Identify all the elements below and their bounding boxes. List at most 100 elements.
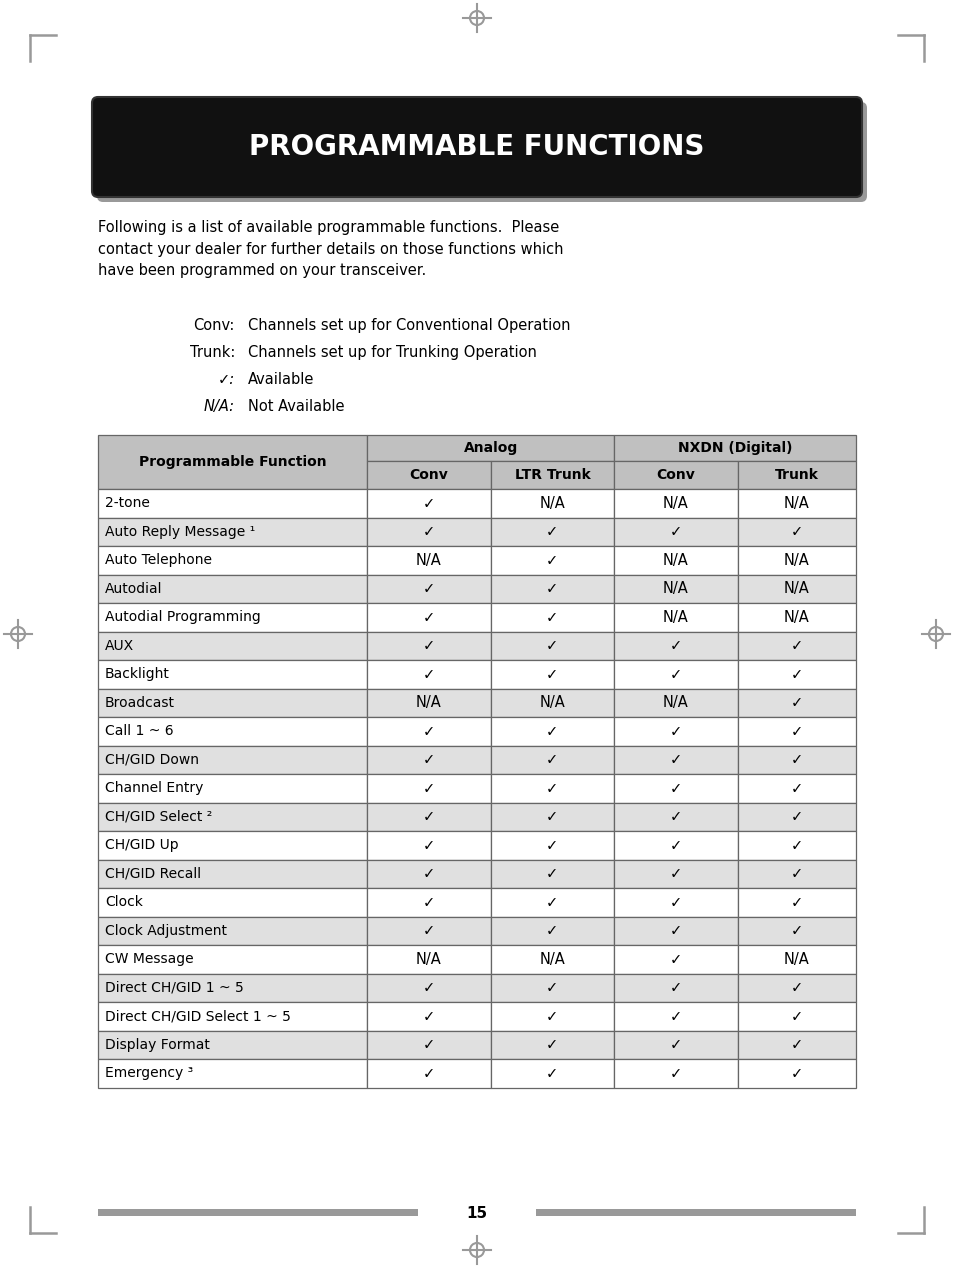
Bar bbox=[614, 1031, 737, 1059]
Text: ✓: ✓ bbox=[546, 866, 558, 881]
Text: ✓: ✓ bbox=[546, 524, 558, 539]
Bar bbox=[367, 917, 490, 945]
Text: N/A: N/A bbox=[539, 695, 565, 710]
Bar bbox=[367, 716, 490, 746]
Bar bbox=[367, 860, 490, 888]
Bar bbox=[367, 746, 490, 773]
Text: ✓: ✓ bbox=[790, 752, 802, 767]
Text: ✓: ✓ bbox=[546, 1009, 558, 1023]
Bar bbox=[737, 689, 855, 716]
FancyBboxPatch shape bbox=[91, 96, 862, 197]
Bar bbox=[98, 803, 367, 831]
Bar bbox=[614, 462, 737, 489]
Bar bbox=[367, 661, 490, 689]
Text: N/A: N/A bbox=[783, 581, 809, 596]
Bar bbox=[490, 574, 614, 604]
Bar bbox=[490, 517, 614, 547]
Bar bbox=[490, 489, 614, 517]
Text: N/A: N/A bbox=[783, 610, 809, 625]
Bar bbox=[367, 1059, 490, 1088]
Bar bbox=[367, 604, 490, 631]
Bar bbox=[614, 1059, 737, 1088]
Text: ✓: ✓ bbox=[546, 553, 558, 568]
Text: 15: 15 bbox=[466, 1206, 487, 1221]
Text: ✓: ✓ bbox=[669, 524, 681, 539]
Text: ✓: ✓ bbox=[669, 809, 681, 824]
Text: ✓: ✓ bbox=[790, 923, 802, 938]
Text: ✓: ✓ bbox=[669, 781, 681, 796]
Text: ✓: ✓ bbox=[669, 1009, 681, 1023]
Text: N/A: N/A bbox=[662, 610, 688, 625]
Text: ✓: ✓ bbox=[546, 610, 558, 625]
Bar bbox=[490, 1059, 614, 1088]
Text: ✓: ✓ bbox=[422, 524, 435, 539]
Text: Conv: Conv bbox=[656, 468, 695, 482]
Text: Channels set up for Trunking Operation: Channels set up for Trunking Operation bbox=[248, 345, 537, 360]
Bar bbox=[98, 547, 367, 574]
Bar bbox=[98, 1031, 367, 1059]
Bar bbox=[367, 547, 490, 574]
Bar bbox=[98, 631, 367, 661]
Bar bbox=[737, 462, 855, 489]
Text: Following is a list of available programmable functions.  Please
contact your de: Following is a list of available program… bbox=[98, 221, 563, 278]
Bar bbox=[98, 888, 367, 917]
Bar bbox=[614, 773, 737, 803]
Bar bbox=[98, 860, 367, 888]
Bar bbox=[614, 574, 737, 604]
Text: ✓: ✓ bbox=[669, 638, 681, 653]
Text: Autodial: Autodial bbox=[105, 582, 162, 596]
Bar bbox=[367, 945, 490, 974]
Bar bbox=[367, 974, 490, 1002]
Bar bbox=[737, 1031, 855, 1059]
Text: ✓: ✓ bbox=[546, 752, 558, 767]
Bar bbox=[737, 831, 855, 860]
Text: ✓: ✓ bbox=[790, 1009, 802, 1023]
Text: ✓: ✓ bbox=[790, 667, 802, 682]
Text: ✓: ✓ bbox=[790, 1065, 802, 1080]
Bar bbox=[367, 517, 490, 547]
Text: ✓: ✓ bbox=[790, 524, 802, 539]
Text: Channel Entry: Channel Entry bbox=[105, 781, 203, 795]
Bar bbox=[490, 860, 614, 888]
Text: ✓: ✓ bbox=[422, 923, 435, 938]
Text: ✓: ✓ bbox=[422, 980, 435, 995]
Bar bbox=[614, 974, 737, 1002]
Bar bbox=[614, 661, 737, 689]
Bar bbox=[98, 435, 367, 489]
Text: ✓: ✓ bbox=[546, 838, 558, 853]
Bar bbox=[367, 1031, 490, 1059]
Text: LTR Trunk: LTR Trunk bbox=[514, 468, 590, 482]
Text: Auto Reply Message ¹: Auto Reply Message ¹ bbox=[105, 525, 255, 539]
Bar bbox=[737, 974, 855, 1002]
Bar bbox=[737, 1059, 855, 1088]
Text: ✓: ✓ bbox=[422, 895, 435, 909]
Text: N/A: N/A bbox=[416, 695, 441, 710]
Text: ✓: ✓ bbox=[546, 638, 558, 653]
Text: Display Format: Display Format bbox=[105, 1037, 210, 1051]
Bar bbox=[490, 1031, 614, 1059]
Bar bbox=[98, 1002, 367, 1031]
Bar bbox=[737, 489, 855, 517]
Bar bbox=[614, 604, 737, 631]
Text: CH/GID Down: CH/GID Down bbox=[105, 753, 199, 767]
Text: Trunk:: Trunk: bbox=[190, 345, 234, 360]
Text: N/A: N/A bbox=[783, 553, 809, 568]
Bar bbox=[614, 917, 737, 945]
Bar bbox=[367, 803, 490, 831]
Bar bbox=[98, 831, 367, 860]
Text: Channels set up for Conventional Operation: Channels set up for Conventional Operati… bbox=[248, 318, 570, 333]
Text: N/A: N/A bbox=[783, 952, 809, 966]
Bar bbox=[98, 689, 367, 716]
Bar bbox=[490, 1002, 614, 1031]
Text: Direct CH/GID Select 1 ~ 5: Direct CH/GID Select 1 ~ 5 bbox=[105, 1009, 291, 1023]
Text: N/A: N/A bbox=[416, 952, 441, 966]
Text: ✓: ✓ bbox=[422, 1009, 435, 1023]
Text: Trunk: Trunk bbox=[774, 468, 818, 482]
Bar bbox=[737, 917, 855, 945]
Bar bbox=[490, 803, 614, 831]
Text: Available: Available bbox=[248, 372, 314, 387]
Text: N/A: N/A bbox=[539, 952, 565, 966]
Text: ✓: ✓ bbox=[422, 781, 435, 796]
Bar bbox=[737, 574, 855, 604]
Text: ✓: ✓ bbox=[422, 838, 435, 853]
